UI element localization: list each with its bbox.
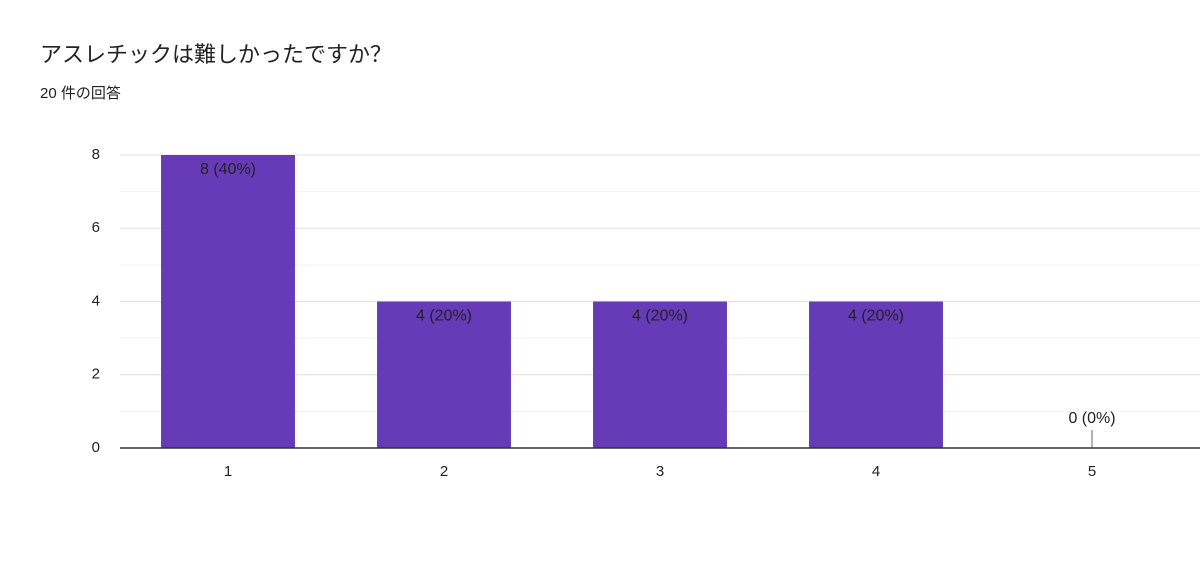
value-label: 0 (0%) [1068, 410, 1115, 427]
value-label: 4 (20%) [632, 308, 688, 325]
y-tick-label: 0 [92, 439, 100, 456]
x-tick-label: 4 [872, 463, 880, 480]
y-tick-label: 2 [92, 366, 100, 383]
value-label: 4 (20%) [416, 308, 472, 325]
y-tick-label: 4 [92, 292, 100, 309]
bar [161, 155, 295, 448]
value-label: 8 (40%) [200, 161, 256, 178]
bar [377, 301, 511, 448]
chart-subtitle: 20 件の回答 [40, 85, 121, 102]
bar [593, 301, 727, 448]
chart-title: アスレチックは難しかったですか？ [40, 42, 392, 67]
value-label: 4 (20%) [848, 308, 904, 325]
x-tick-label: 2 [440, 463, 448, 480]
y-tick-label: 8 [92, 146, 100, 163]
y-tick-label: 6 [92, 219, 100, 236]
x-tick-label: 5 [1088, 463, 1096, 480]
x-tick-label: 1 [224, 463, 232, 480]
x-tick-label: 3 [656, 463, 664, 480]
bar [809, 301, 943, 448]
